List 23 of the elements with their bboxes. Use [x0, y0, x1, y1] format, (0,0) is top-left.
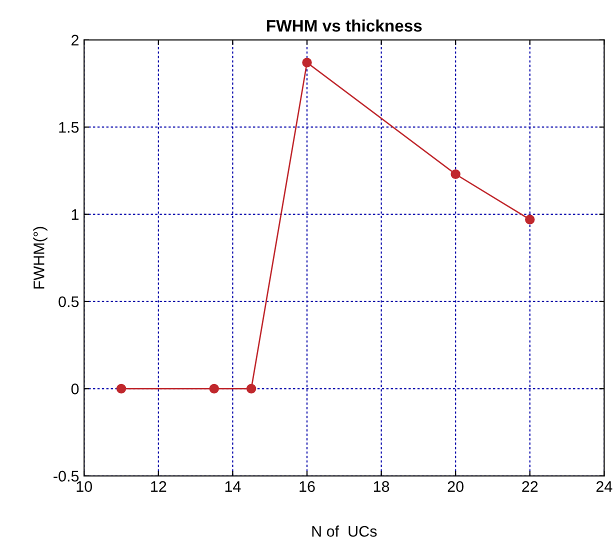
y-tick-label: 1: [72, 209, 79, 220]
x-tick-label: 24: [596, 481, 612, 492]
y-tick-label: 2: [72, 34, 78, 46]
y-tick-label: 0.5: [58, 296, 79, 308]
x-tick-label: 20: [448, 481, 464, 492]
y-tick-label: 0: [71, 384, 79, 394]
point: [246, 384, 256, 394]
x-axis-title: N of UCs: [312, 526, 377, 537]
y-axis-title: FWHM(°): [33, 226, 48, 289]
point: [116, 384, 126, 394]
x-tick-label: 16: [300, 481, 315, 492]
y-tick-label: -0.5: [54, 470, 79, 482]
point: [450, 169, 460, 180]
x-tick-label: 10: [76, 481, 92, 492]
point: [302, 58, 312, 68]
y-tick-label: 1.5: [59, 122, 79, 133]
x-tick-label: 18: [374, 481, 390, 492]
x-tick-label: 22: [522, 481, 538, 492]
point: [209, 384, 219, 394]
x-tick-label: 14: [225, 481, 241, 492]
point: [525, 214, 535, 224]
x-tick-label: 12: [151, 481, 166, 492]
chart-title: FWHM vs thickness: [267, 19, 422, 32]
